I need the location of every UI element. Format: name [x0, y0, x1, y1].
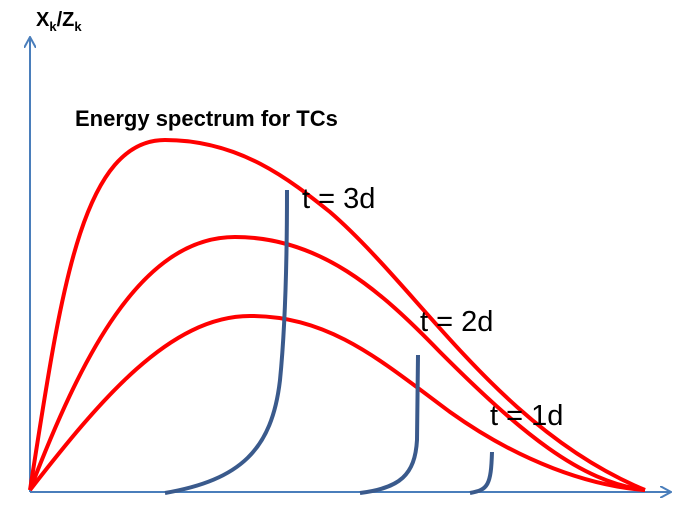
label-subscript: k	[49, 19, 57, 34]
cutoff-curve	[164, 189, 289, 495]
label-part: X	[36, 9, 50, 31]
cutoff-curve	[359, 354, 420, 495]
spectrum-curves	[28, 137, 646, 492]
curve-label: t = 3d	[302, 183, 375, 215]
cutoff-curves	[164, 189, 494, 495]
curve-label: t = 2d	[420, 306, 493, 338]
y-axis-label: Xk/Zk	[36, 9, 82, 34]
title: Energy spectrum for TCs	[75, 106, 338, 131]
label-part: /Z	[57, 9, 75, 31]
spectrum-curve	[28, 234, 646, 492]
spectrum-curve	[28, 313, 646, 492]
spectrum-curve	[28, 137, 646, 492]
cutoff-curve	[469, 451, 494, 495]
curve-label: t = 1d	[490, 400, 563, 432]
label-subscript: k	[74, 19, 82, 34]
